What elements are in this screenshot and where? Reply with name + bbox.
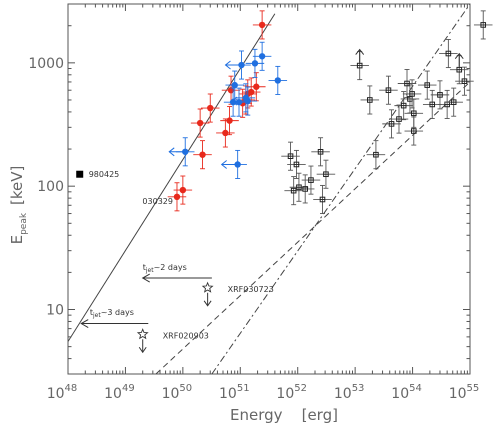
red-point <box>248 88 255 96</box>
open-star-marker <box>136 328 149 340</box>
x-tick-label: 1050 <box>162 383 193 402</box>
fit-line-dashed <box>155 81 470 374</box>
x-tick-base: 10 <box>449 386 467 402</box>
tjet-label: tjet~3 days <box>90 308 134 319</box>
up-arrow-head <box>355 48 365 55</box>
blue-point <box>258 53 266 60</box>
x-tick-exp: 48 <box>65 383 78 394</box>
tjet-label-main: t <box>90 308 93 317</box>
x-tick-label: 1051 <box>219 383 250 402</box>
tjet-arrow-head <box>141 273 150 283</box>
blue-point <box>231 81 238 89</box>
y-tick-label: 10 <box>46 303 64 319</box>
red-point <box>196 119 204 127</box>
red-point <box>227 87 235 94</box>
blue-point <box>251 60 259 67</box>
plot-frame <box>67 3 471 375</box>
tjet-label-rest: ~2 days <box>154 263 187 272</box>
x-tick-exp: 54 <box>409 383 422 394</box>
x-tick-base: 10 <box>104 386 122 402</box>
blue-point <box>274 77 281 84</box>
svg-text:Epeak[keV]: Epeak [keV] <box>8 166 29 245</box>
x-tick-exp: 53 <box>352 383 365 394</box>
star-label: XRF020903 <box>163 331 209 340</box>
up-arrow-head <box>454 52 464 60</box>
x-tick-label: 1049 <box>104 383 135 402</box>
y-axis-title-unit: [keV] <box>8 166 26 205</box>
named-point-label: 030329 <box>142 197 173 206</box>
x-tick-base: 10 <box>162 386 180 402</box>
square-marker <box>76 170 84 178</box>
x-tick-exp: 50 <box>179 383 192 394</box>
red-point <box>226 117 233 124</box>
x-tick-label: 1055 <box>449 383 480 402</box>
axis-ticks: 1048 1049 1050 1051 1052 1053 1054 105510100100… <box>28 3 480 402</box>
y-axis-title: Epeak [keV] <box>8 166 29 245</box>
down-arrow-head <box>138 346 147 354</box>
tjet-label: tjet~2 days <box>143 263 187 274</box>
tjet-label-main: t <box>143 263 146 272</box>
tjet-label-sub: jet <box>92 312 101 319</box>
x-tick-base: 10 <box>219 386 237 402</box>
open-star-marker <box>201 281 214 293</box>
left-arrow-head <box>168 147 175 157</box>
fit-line-dash-dot <box>211 4 470 374</box>
fit-line-solid <box>68 13 276 342</box>
red-point <box>253 83 260 90</box>
red-point <box>179 186 187 194</box>
red-point <box>199 151 206 158</box>
x-tick-exp: 51 <box>237 383 250 394</box>
red-point <box>222 129 229 137</box>
red-point <box>173 193 181 201</box>
x-tick-base: 10 <box>334 386 352 402</box>
tjet-label-sub: jet <box>145 267 154 274</box>
x-axis-title: Energy [erg] <box>230 406 338 424</box>
y-axis-title-main: E <box>8 235 26 244</box>
x-tick-exp: 55 <box>467 383 480 394</box>
y-tick-label: 1000 <box>28 56 64 72</box>
tjet-label-rest: ~3 days <box>101 308 134 317</box>
x-tick-label: 1048 <box>47 383 78 402</box>
named-point-label: 980425 <box>89 170 120 179</box>
left-arrow-head <box>230 96 238 106</box>
x-tick-base: 10 <box>276 386 294 402</box>
x-tick-base: 10 <box>391 386 409 402</box>
x-tick-exp: 49 <box>122 383 135 394</box>
blue-point <box>235 98 243 106</box>
fit-lines <box>68 4 470 374</box>
x-tick-base: 10 <box>47 386 65 402</box>
y-tick-label: 100 <box>37 179 64 195</box>
left-arrow-head <box>220 160 227 169</box>
red-point <box>258 21 266 29</box>
left-arrow-head <box>224 60 231 70</box>
x-tick-exp: 52 <box>294 383 307 394</box>
x-tick-label: 1052 <box>276 383 307 402</box>
x-tick-label: 1053 <box>334 383 365 402</box>
tjet-arrow-head <box>80 319 89 328</box>
down-arrow-head <box>203 300 212 307</box>
y-axis-title-sub: peak <box>19 212 29 235</box>
data-points <box>76 10 493 354</box>
red-point <box>207 104 214 112</box>
x-tick-label: 1054 <box>391 383 422 402</box>
star-label: XRF030723 <box>228 285 274 294</box>
